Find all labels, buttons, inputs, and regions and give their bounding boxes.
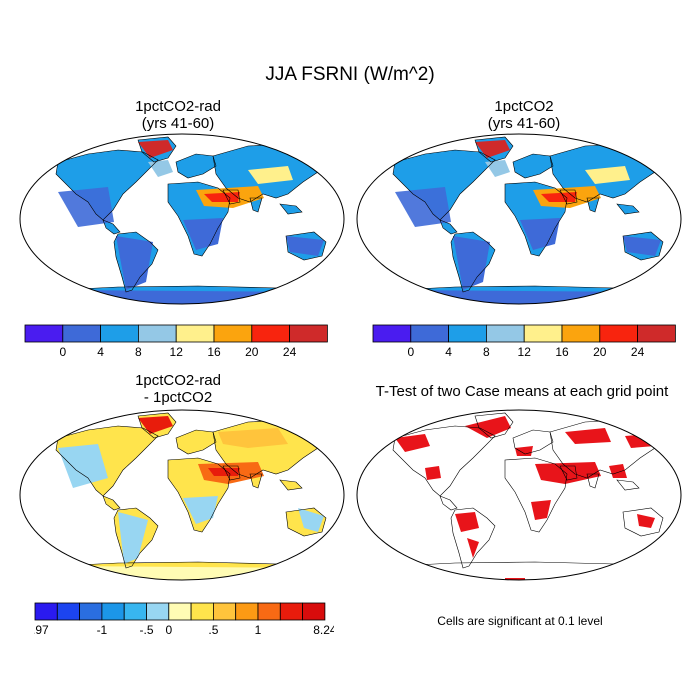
colorbar-abs-swatch (372, 324, 412, 343)
colorbar-diff-swatch (302, 602, 326, 621)
colorbar-abs-swatch (24, 324, 64, 343)
globe-outline (356, 133, 682, 305)
colorbar-abs-swatch (561, 324, 601, 343)
colorbar-diff-tick-label: 0 (165, 623, 172, 637)
colorbar-diff-swatch (168, 602, 192, 621)
panel-title-line: 1pctCO2 (494, 98, 554, 115)
panel-title-1pctco2-rad: 1pctCO2-rad (yrs 41-60) (28, 98, 328, 132)
colorbar-diff-swatch (235, 602, 259, 621)
greenland-hotspot (138, 140, 173, 158)
panel-subtitle-line: (yrs 41-60) (487, 115, 561, 132)
panel-title-line: T-Test of two Case means at each grid po… (375, 383, 669, 400)
globe-outline (19, 133, 345, 305)
colorbar-diff-swatch (123, 602, 147, 621)
colorbar-diff-swatch (101, 602, 125, 621)
panel-title-line: 1pctCO2-rad (135, 98, 221, 115)
colorbar-diff-swatch (56, 602, 80, 621)
colorbar-abs-tick-label: 4 (445, 345, 452, 359)
significance-note: Cells are significant at 0.1 level (437, 614, 603, 628)
colorbar-abs-swatch (448, 324, 487, 343)
colorbar-abs-tick-label: 8 (135, 345, 142, 359)
colorbar-abs-tick-label: 16 (207, 345, 221, 359)
colorbar-diff-swatch (212, 602, 237, 621)
panel-subtitle-line: - 1pctCO2 (143, 389, 213, 406)
colorbar-abs-swatch (486, 324, 525, 343)
globe-outline (19, 409, 345, 581)
colorbar-abs-swatch (175, 324, 215, 343)
colorbar-diff-tick-label: -1 (97, 623, 108, 637)
colorbar-abs-tick-label: 0 (407, 345, 414, 359)
colorbar-abs-swatch (62, 324, 101, 343)
greenland-hotspot (475, 140, 510, 158)
colorbar-abs-swatch (213, 324, 253, 343)
colorbar-abs-tick-label: 12 (518, 345, 532, 359)
colorbar-abs-tick-label: 0 (59, 345, 66, 359)
colorbar-abs-left: 0 4 8 12 16 20 24 (24, 324, 328, 359)
panel-title-line: 1pctCO2-rad (135, 372, 221, 389)
colorbar-diff-swatch (190, 602, 214, 621)
greenland-hotspot (138, 416, 173, 434)
colorbar-abs-tick-label: 24 (283, 345, 297, 359)
colorbar-diff-tick-label: .5 (208, 623, 218, 637)
panel-title-1pctco2: 1pctCO2 (yrs 41-60) (374, 98, 674, 132)
map-significance (356, 409, 682, 581)
colorbar-abs-tick-label: 16 (555, 345, 569, 359)
colorbar-diff-tick-label: -.5 (139, 623, 153, 637)
colorbar-diff-swatch (257, 602, 281, 621)
colorbar-abs-swatch (138, 324, 177, 343)
colorbar-abs-swatch (100, 324, 139, 343)
colorbar-abs-swatch (289, 324, 328, 343)
colorbar-abs-swatch (251, 324, 291, 343)
colorbar-abs-tick-label: 24 (631, 345, 645, 359)
colorbar-abs-right: 0 4 8 12 16 20 24 (372, 324, 676, 359)
colorbar-diff-swatch (34, 602, 58, 621)
colorbar-diff-tick-label: 8.24 (313, 623, 334, 637)
panel-subtitle-line: (yrs 41-60) (141, 115, 215, 132)
map-difference (19, 409, 345, 581)
colorbar-diff-swatch (146, 602, 170, 621)
colorbar-abs-tick-label: 20 (245, 345, 259, 359)
colorbar-abs-tick-label: 4 (97, 345, 104, 359)
panel-title-difference: 1pctCO2-rad - 1pctCO2 (28, 372, 328, 406)
colorbar-diff-tick-label: -2.97 (34, 623, 49, 637)
colorbar-abs-tick-label: 8 (483, 345, 490, 359)
colorbar-abs-tick-label: 20 (593, 345, 607, 359)
figure-title: JJA FSRNI (W/m^2) (265, 64, 435, 85)
colorbar-abs-swatch (637, 324, 676, 343)
globe-outline (356, 409, 682, 581)
colorbar-diff-swatch (79, 602, 103, 621)
map-1pctco2 (356, 133, 682, 305)
colorbar-abs-tick-label: 12 (170, 345, 184, 359)
colorbar-abs-swatch (599, 324, 639, 343)
colorbar-diff-tick-label: 1 (255, 623, 262, 637)
colorbar-abs-swatch (410, 324, 449, 343)
map-1pctco2-rad (19, 133, 345, 305)
panel-title-ttest: T-Test of two Case means at each grid po… (352, 383, 692, 400)
colorbar-diff-swatch (279, 602, 304, 621)
colorbar-diff: -2.97 -1 -.5 0 .5 1 8.24 (34, 602, 334, 637)
colorbar-abs-swatch (523, 324, 563, 343)
significant-cells (395, 416, 655, 580)
